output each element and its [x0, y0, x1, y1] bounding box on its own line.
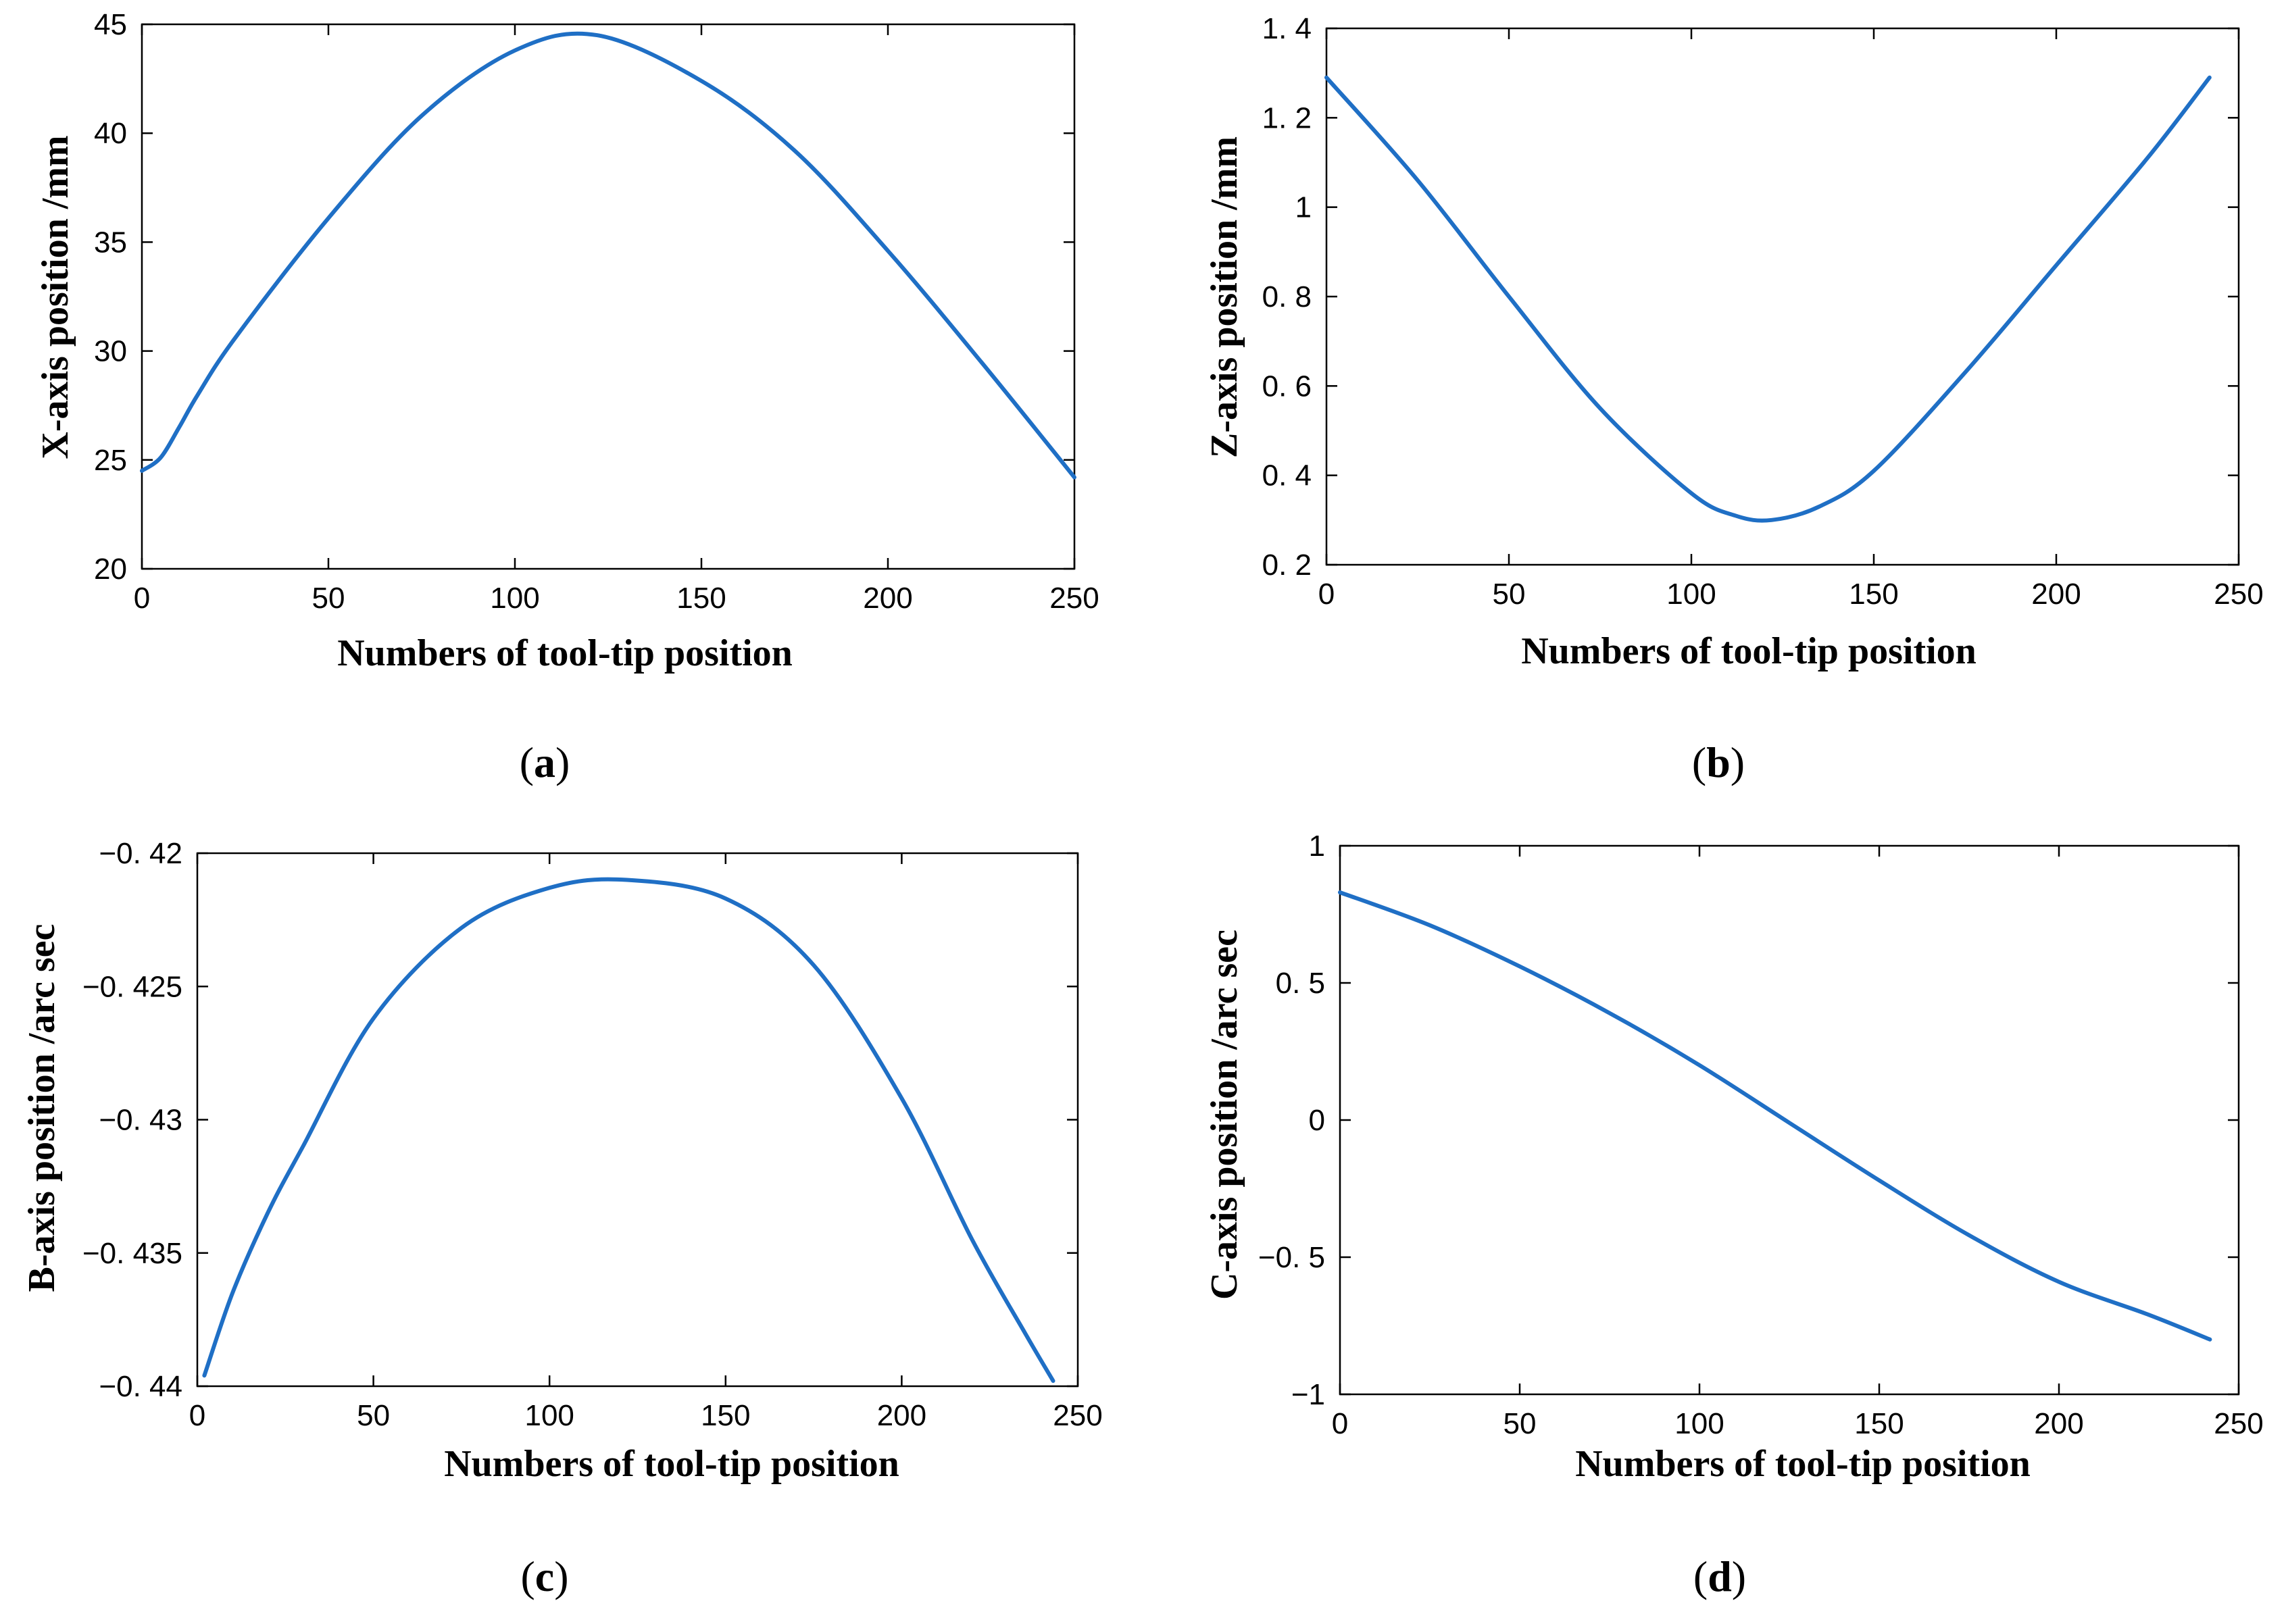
- panel-b-xlabel: Numbers of tool-tip position: [1521, 630, 1977, 672]
- panel-a-xtick-label: 100: [490, 582, 539, 615]
- panel-d-xtick-label: 0: [1332, 1407, 1348, 1440]
- panel-a-series-line: [140, 31, 1076, 480]
- panel-b-caption: (b): [1692, 738, 1745, 786]
- panel-c-ytick-label: −0. 425: [82, 970, 182, 1003]
- panel-a-caption: (a): [520, 738, 570, 786]
- panel-d: 0 50 100 150 200 250 −1 −0. 5 0 0. 5 1 Numbers of …: [1203, 830, 2264, 1600]
- panel-d-xtick-label: 50: [1504, 1407, 1537, 1440]
- panel-d-caption: (d): [1693, 1552, 1746, 1600]
- panel-a-plot-area: 0 50 100 150 200 250 20 25 30 35 40 45: [94, 8, 1099, 615]
- panel-c-plot-area: 0 50 100 150 200 250 −0. 44 −0. 435 −0. 43 −0. 42…: [82, 837, 1103, 1432]
- panel-b-ytick-label: 0. 4: [1262, 459, 1312, 492]
- panel-a-xtick-label: 50: [312, 582, 345, 615]
- panel-c-xtick-label: 0: [189, 1399, 205, 1432]
- panel-d-ytick-label: 0: [1309, 1104, 1325, 1137]
- panel-d-ytick-label: −1: [1291, 1378, 1325, 1411]
- panel-a-ylabel: X-axis position /mm: [34, 135, 76, 459]
- panel-c-xtick-label: 50: [357, 1399, 390, 1432]
- panel-d-xtick-label: 150: [1854, 1407, 1904, 1440]
- panel-c-xtick-label: 100: [524, 1399, 574, 1432]
- panel-b-ytick-label: 0. 8: [1262, 280, 1312, 313]
- panel-b-ytick-label: 0. 6: [1262, 370, 1312, 403]
- panel-c-ytick-label: −0. 44: [99, 1370, 182, 1403]
- panel-c-xlabel: Numbers of tool-tip position: [444, 1443, 899, 1485]
- panel-a-ytick-label: 30: [94, 335, 127, 368]
- panel-b-ytick-label: 1. 2: [1262, 101, 1312, 134]
- panel-a-ytick-label: 35: [94, 226, 127, 259]
- panel-d-ytick-label: 1: [1309, 830, 1325, 863]
- panel-b-xtick-label: 200: [2031, 578, 2081, 611]
- panel-c-xtick-label: 250: [1053, 1399, 1102, 1432]
- panel-c-ytick-label: −0. 42: [99, 837, 182, 870]
- panel-c-frame: [196, 852, 1079, 1388]
- panel-b-xtick-label: 150: [1849, 578, 1898, 611]
- panel-b-ytick-label: 1: [1295, 191, 1312, 224]
- panel-b-xtick-label: 50: [1493, 578, 1526, 611]
- panel-a-frame: [141, 23, 1076, 570]
- panel-d-series-line: [1338, 890, 2212, 1342]
- panel-d-ytick-label: 0. 5: [1276, 967, 1325, 1000]
- panel-a-xtick-label: 150: [676, 582, 726, 615]
- panel-b-frame: [1325, 27, 2240, 566]
- panel-b-ytick-label: 0. 2: [1262, 549, 1312, 582]
- panel-b-ytick-label: 1. 4: [1262, 12, 1312, 45]
- panel-a-xtick-label: 0: [134, 582, 150, 615]
- panel-c-xtick-label: 200: [877, 1399, 926, 1432]
- panel-a-xtick-label: 200: [863, 582, 912, 615]
- panel-d-xlabel: Numbers of tool-tip position: [1575, 1443, 2031, 1485]
- panel-d-frame: [1339, 844, 2240, 1396]
- panel-a-xtick-label: 250: [1049, 582, 1099, 615]
- panel-b-ylabel: Z-axis position /mm: [1203, 136, 1245, 458]
- panel-a-xlabel: Numbers of tool-tip position: [337, 632, 793, 674]
- panel-a-ytick-label: 20: [94, 553, 127, 586]
- panel-c-xtick-label: 150: [701, 1399, 750, 1432]
- panel-d-xtick-label: 200: [2034, 1407, 2083, 1440]
- panel-d-plot-area: 0 50 100 150 200 250 −1 −0. 5 0 0. 5 1: [1258, 830, 2264, 1440]
- panel-d-ytick-label: −0. 5: [1258, 1241, 1325, 1274]
- panel-a-ytick-label: 40: [94, 117, 127, 150]
- panel-b-plot-area: 0 50 100 150 200 250 0. 2 0. 4 0. 6 0. 8 1 1. 2 1. 4: [1262, 12, 2264, 611]
- panel-b-xtick-label: 0: [1318, 578, 1335, 611]
- panel-d-ylabel: C-axis position /arc sec: [1203, 930, 1245, 1300]
- panel-c: 0 50 100 150 200 250 −0. 44 −0. 435 −0. 43 −0. 42…: [21, 837, 1103, 1600]
- panel-a: 0 50 100 150 200 250 20 25 30 35 40 45 Numbers of t…: [34, 8, 1099, 786]
- panel-b: 0 50 100 150 200 250 0. 2 0. 4 0. 6 0. 8 1 1. 2 1. 4…: [1203, 12, 2264, 786]
- panel-c-caption: (c): [520, 1552, 568, 1600]
- panel-b-xtick-label: 250: [2214, 578, 2263, 611]
- panel-c-series-line: [202, 877, 1055, 1384]
- panel-b-series-line: [1324, 75, 2212, 523]
- panel-d-xtick-label: 100: [1674, 1407, 1724, 1440]
- panel-a-ytick-label: 25: [94, 444, 127, 477]
- panel-c-ytick-label: −0. 43: [99, 1104, 182, 1137]
- panel-a-ytick-label: 45: [94, 8, 127, 41]
- panel-c-ylabel: B-axis position /arc sec: [21, 924, 63, 1292]
- panel-c-ytick-label: −0. 435: [82, 1237, 182, 1270]
- panel-d-xtick-label: 250: [2214, 1407, 2263, 1440]
- panel-b-xtick-label: 100: [1666, 578, 1716, 611]
